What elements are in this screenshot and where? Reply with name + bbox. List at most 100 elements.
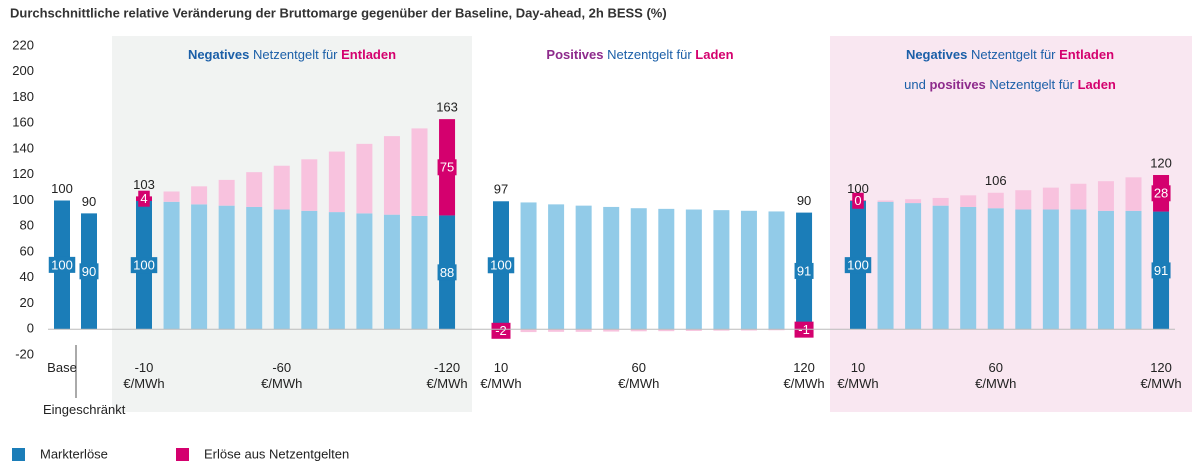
bar-segment [383,136,400,215]
panel-title-part: Positives [546,47,603,62]
bar-segment [218,179,235,206]
bar-segment [575,329,592,332]
bar-segment [905,199,922,204]
bar-segment [685,329,702,331]
panel-title-part: Laden [1078,77,1116,92]
bar-segment [1015,209,1032,330]
panel-title: Negatives Netzentgelt für Entladen [188,47,396,62]
legend-swatch [12,448,25,461]
total-label: 106 [985,173,1007,188]
legend-label: Markterlöse [40,446,108,461]
y-tick-label: 0 [27,321,34,336]
y-tick-label: 220 [12,37,34,52]
y-tick-label: 160 [12,115,34,130]
bar-segment [877,200,894,202]
x-tick-label: 10 €/MWh [837,360,879,391]
total-label: 100 [847,181,869,196]
x-tick-label: Eingeschränkt [43,402,126,417]
value-label-box [794,262,814,279]
bar-segment [246,206,263,330]
bar-segment [246,172,263,207]
x-tick-label: 120 €/MWh [1140,360,1182,391]
bar-segment [603,329,620,332]
bar-segment [1042,187,1059,210]
bar-segment [713,329,730,331]
bar-segment [932,197,949,206]
bar-segment [987,208,1004,330]
bar-segment [877,201,894,330]
total-label: 90 [797,193,811,208]
bar-segment [163,201,180,330]
panel-title-part: und [904,77,929,92]
bar-segment [713,210,730,330]
total-label: 120 [1150,155,1172,170]
bar-segment [1015,190,1032,210]
y-tick-label: 200 [12,63,34,78]
value-label-box [130,257,158,274]
y-tick-label: 180 [12,89,34,104]
value-label-box [79,263,99,280]
bar-segment [328,212,345,330]
y-tick-label: 60 [20,243,34,258]
total-label: 97 [494,182,508,197]
bar-segment [905,203,922,330]
panel-title-part: positives [929,77,985,92]
value-label-box [138,190,150,207]
bar-segment [575,205,592,330]
bar-segment [630,329,647,332]
y-tick-label: 100 [12,192,34,207]
bar-segment [218,205,235,330]
bar-segment [520,329,537,333]
legend-swatch [176,448,189,461]
value-label: 100 [490,258,512,273]
y-tick-label: -20 [15,346,34,361]
bar-segment [603,206,620,330]
bar-segment [163,191,180,202]
panel-title-part: Netzentgelt für [967,47,1059,62]
bar-segment [768,211,785,330]
value-label: 88 [440,265,454,280]
bar-segment [383,214,400,330]
bar-segment [191,186,208,205]
bar-segment [1070,209,1087,330]
panel-title-part: Entladen [1059,47,1114,62]
x-tick-label: 120 €/MWh [783,360,825,391]
bar-segment [1125,210,1142,330]
value-label: 0 [854,193,861,208]
value-label-box [437,264,457,281]
x-tick-label: Base [47,360,77,375]
value-label: 100 [847,258,869,273]
x-tick-label: 60 €/MWh [618,360,660,391]
bar-segment [520,202,537,330]
panel-title: und positives Netzentgelt für Laden [904,77,1116,92]
x-tick-label: -120 €/MWh [426,360,468,391]
panel-title-part: Negatives [188,47,249,62]
bar-segment [932,205,949,330]
value-label: 90 [82,264,96,279]
chart-title: Durchschnittliche relative Veränderung d… [10,5,667,20]
bar-segment [768,329,785,331]
bar-segment [740,329,757,331]
y-tick-label: 20 [20,295,34,310]
bar-segment [960,195,977,207]
bar-segment [548,329,565,332]
y-tick-label: 140 [12,140,34,155]
y-tick-label: 120 [12,166,34,181]
y-tick-label: 80 [20,218,34,233]
x-tick-label: 10 €/MWh [480,360,522,391]
panel-title-part: Netzentgelt für [986,77,1078,92]
bar-segment [1097,210,1114,330]
bar-segment [960,206,977,330]
value-label: 91 [797,263,811,278]
bar-segment [630,208,647,330]
bar-segment [740,210,757,330]
bar-segment [658,329,675,332]
panel-title-part: Netzentgelt für [249,47,341,62]
bar-segment [658,208,675,330]
bar-segment [356,213,373,330]
total-label: 90 [82,194,96,209]
bar-segment [685,209,702,330]
bar-segment [1097,181,1114,211]
x-tick-label: -60 €/MWh [261,360,303,391]
